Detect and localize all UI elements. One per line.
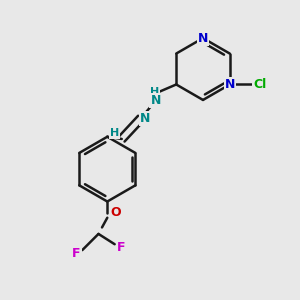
Text: O: O <box>110 206 121 219</box>
Text: N: N <box>198 32 208 45</box>
Text: F: F <box>72 247 81 260</box>
Text: N: N <box>140 112 151 125</box>
Text: F: F <box>117 241 125 254</box>
Text: H: H <box>149 87 159 97</box>
Text: N: N <box>150 94 161 107</box>
Text: Cl: Cl <box>254 78 267 91</box>
Text: N: N <box>225 78 235 91</box>
Text: H: H <box>110 128 119 138</box>
